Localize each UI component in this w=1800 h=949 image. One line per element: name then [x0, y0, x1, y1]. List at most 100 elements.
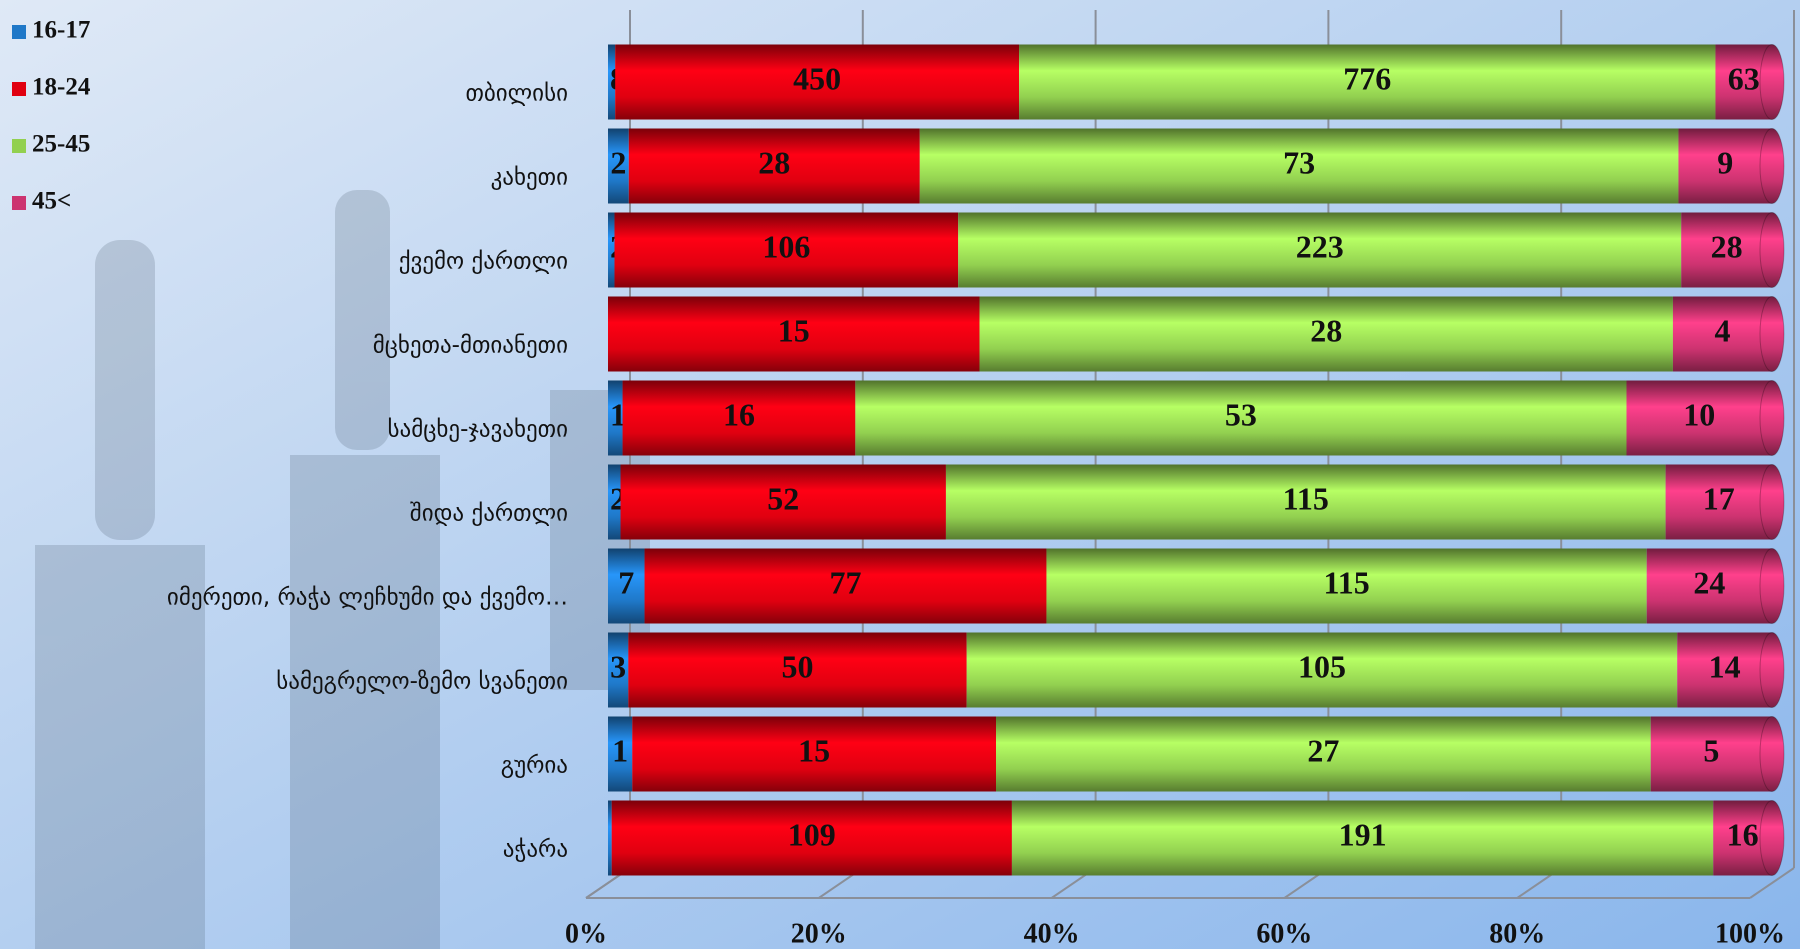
y-tick-label: მცხეთა-მთიანეთი — [373, 333, 568, 359]
bar-segment — [608, 548, 645, 624]
bar-segment — [608, 800, 612, 876]
data-label: 16 — [723, 396, 755, 432]
data-label: 14 — [1709, 648, 1741, 684]
data-label: 10 — [1683, 396, 1715, 432]
data-label: 28 — [1711, 228, 1743, 264]
legend-swatch — [12, 139, 26, 153]
x-tick-label: 20% — [791, 918, 847, 949]
data-label: 109 — [788, 816, 836, 852]
data-label: 28 — [1310, 312, 1342, 348]
bar-segment — [628, 632, 967, 708]
bar-segment — [1650, 716, 1772, 792]
data-label: 16 — [1727, 816, 1759, 852]
bar-segment — [608, 128, 629, 204]
data-label: 24 — [1693, 564, 1725, 600]
data-label: 115 — [1283, 480, 1329, 516]
legend-swatch — [12, 82, 26, 96]
bar-segment — [1665, 464, 1772, 540]
data-label: 1 — [610, 396, 626, 432]
data-label: 50 — [781, 648, 813, 684]
bar-segment — [996, 716, 1651, 792]
bar-segment — [608, 44, 616, 120]
bar-segment — [855, 380, 1627, 456]
data-label: 17 — [1703, 480, 1735, 516]
bar-segment — [608, 632, 629, 708]
data-label: 15 — [778, 312, 810, 348]
data-label: 9 — [1717, 144, 1733, 180]
bar-segment — [622, 380, 856, 456]
bar-segment — [919, 128, 1679, 204]
x-tick-label: 40% — [1024, 918, 1080, 949]
bar-segment — [620, 464, 946, 540]
bar-segment — [608, 212, 615, 288]
bar-segment — [1678, 128, 1772, 204]
bar-segment — [1681, 212, 1772, 288]
x-tick-label: 60% — [1256, 918, 1312, 949]
bar-segment — [979, 296, 1673, 372]
data-label: 7 — [618, 564, 634, 600]
bar-segment — [615, 44, 1020, 120]
bar-segment — [1626, 380, 1772, 456]
y-tick-label: სამცხე-ჯავახეთი — [388, 417, 568, 443]
x-tick-label: 100% — [1715, 918, 1785, 949]
data-label: 191 — [1339, 816, 1387, 852]
bar-cap — [1759, 44, 1785, 120]
x-tick-label: 0% — [565, 918, 607, 949]
bar-segment — [611, 800, 1012, 876]
bar-cap — [1759, 716, 1785, 792]
y-tick-label: კახეთი — [491, 165, 568, 191]
data-label: 115 — [1323, 564, 1369, 600]
data-label: 450 — [793, 60, 841, 96]
background-figures — [35, 190, 650, 949]
x-tick-label: 80% — [1489, 918, 1545, 949]
bar-cap — [1759, 380, 1785, 456]
data-label: 106 — [762, 228, 810, 264]
bar-cap — [1759, 800, 1785, 876]
data-label: 15 — [798, 732, 830, 768]
data-label: 63 — [1728, 60, 1760, 96]
legend-swatch — [12, 25, 26, 39]
bar-segment — [1672, 296, 1772, 372]
y-tick-label: იმერეთი, რაჭა ლეჩხუმი და ქვემო… — [167, 585, 568, 611]
bar-segment — [966, 632, 1678, 708]
bar-cap — [1759, 632, 1785, 708]
data-label: 53 — [1225, 396, 1257, 432]
y-tick-label: სამეგრელო-ზემო სვანეთი — [276, 669, 568, 695]
data-label: 776 — [1343, 60, 1391, 96]
data-label: 2 — [610, 144, 626, 180]
data-label: 223 — [1296, 228, 1344, 264]
y-tick-label: თბილისი — [465, 81, 568, 107]
bar-segment — [1646, 548, 1772, 624]
bar-segment — [644, 548, 1047, 624]
legend-label: 45< — [32, 188, 71, 215]
legend-swatch — [12, 196, 26, 210]
bar-cap — [1759, 296, 1785, 372]
bar-segment — [1011, 800, 1714, 876]
data-label: 105 — [1298, 648, 1346, 684]
bar-segment — [608, 380, 623, 456]
data-label: 77 — [829, 564, 861, 600]
data-label: 5 — [1703, 732, 1719, 768]
y-tick-label: შიდა ქართლი — [410, 501, 568, 527]
data-label: 52 — [767, 480, 799, 516]
y-tick-label: ქვემო ქართლი — [399, 249, 568, 275]
bar-segment — [628, 128, 920, 204]
bar-segment — [1677, 632, 1772, 708]
legend-label: 25-45 — [32, 131, 90, 158]
y-tick-label: გურია — [501, 753, 568, 779]
data-label: 73 — [1283, 144, 1315, 180]
y-tick-label: აჭარა — [503, 837, 568, 863]
data-label: 1 — [612, 732, 628, 768]
legend-label: 16-17 — [32, 17, 90, 44]
bar-segment — [608, 464, 621, 540]
x-tick — [1749, 867, 1795, 899]
bar-segment — [608, 296, 980, 372]
bar-cap — [1759, 212, 1785, 288]
bar-segment — [1046, 548, 1647, 624]
legend-label: 18-24 — [32, 74, 91, 101]
bar-segment — [608, 716, 633, 792]
data-label: 28 — [758, 144, 790, 180]
bar-segment — [614, 212, 959, 288]
data-label: 4 — [1714, 312, 1730, 348]
